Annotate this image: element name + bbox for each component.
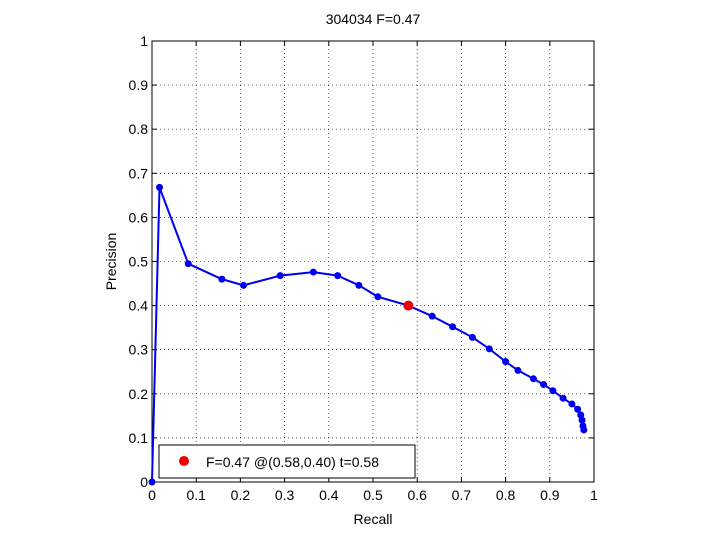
data-point: [218, 275, 226, 283]
data-point: [468, 333, 476, 341]
y-tick-label: 0.2: [129, 386, 149, 402]
y-tick-label: 0.7: [129, 165, 149, 181]
x-tick-label: 0: [148, 487, 156, 503]
data-point: [309, 268, 317, 276]
highlight-layer: [403, 300, 414, 311]
x-tick-label: 0.7: [452, 487, 472, 503]
y-tick-label: 0.6: [129, 209, 149, 225]
legend-box: [158, 444, 416, 479]
data-point: [449, 323, 457, 331]
x-tick-label: 0.2: [231, 487, 251, 503]
data-point: [276, 272, 284, 280]
axis-ticks: 0 0.1 0.2 0.3 0.4 0.5 0.6 0.7 0.8 0.9 1 0 0.1 0.2 0.3 0…: [129, 33, 599, 503]
y-tick-label: 0.3: [129, 342, 149, 358]
data-point: [559, 394, 567, 402]
data-point: [574, 405, 582, 413]
data-point: [514, 366, 522, 374]
y-tick-label: 1: [140, 33, 148, 49]
y-tick-label: 0.1: [129, 430, 149, 446]
data-point: [485, 345, 493, 353]
x-tick-label: 0.5: [363, 487, 383, 503]
y-tick-label: 0: [140, 474, 148, 490]
y-tick-label: 0.8: [129, 121, 149, 137]
data-point: [540, 381, 548, 389]
x-tick-label: 0.6: [407, 487, 427, 503]
data-point: [148, 478, 156, 486]
y-tick-label: 0.4: [129, 298, 149, 314]
data-point: [239, 281, 247, 289]
legend-entry-label: F=0.47 @(0.58,0.40) t=0.58: [206, 454, 379, 470]
data-point: [428, 312, 436, 320]
chart-title: 304034 F=0.47: [326, 11, 421, 27]
best-f-point: [403, 300, 414, 311]
legend: F=0.47 @(0.58,0.40) t=0.58: [158, 444, 416, 479]
x-tick-label: 1: [590, 487, 598, 503]
y-tick-label: 0.5: [129, 254, 149, 270]
data-point: [549, 387, 557, 395]
x-tick-label: 0.8: [496, 487, 516, 503]
data-point: [334, 272, 342, 280]
data-point: [529, 375, 537, 383]
x-tick-label: 0.9: [540, 487, 560, 503]
data-point: [580, 426, 588, 434]
x-tick-label: 0.1: [186, 487, 206, 503]
data-point: [184, 260, 192, 268]
legend-marker: [179, 456, 189, 466]
y-axis-label: Precision: [103, 233, 119, 291]
data-point: [355, 281, 363, 289]
data-point: [578, 416, 586, 424]
data-point: [568, 400, 576, 408]
data-point: [374, 293, 382, 301]
data-point: [156, 183, 164, 191]
x-tick-label: 0.3: [275, 487, 295, 503]
x-axis-label: Recall: [354, 511, 393, 527]
data-point: [577, 411, 585, 419]
x-tick-label: 0.4: [319, 487, 339, 503]
y-tick-label: 0.9: [129, 77, 149, 93]
series-layer: [148, 183, 588, 486]
data-point: [502, 358, 510, 366]
grid: [152, 41, 594, 482]
